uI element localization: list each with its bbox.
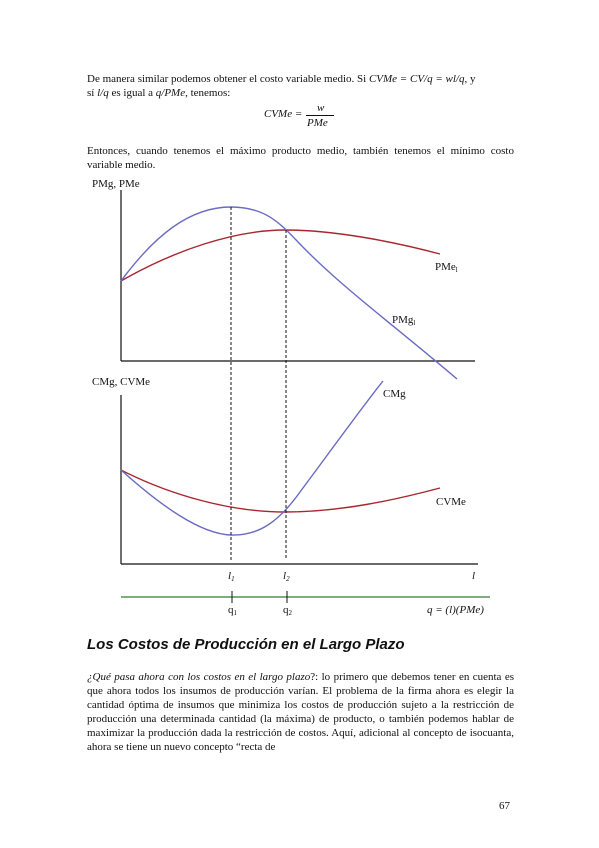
l1-label: l1	[228, 570, 235, 583]
q2-label: q2	[283, 604, 293, 617]
paragraph-long-run: ¿Qué pasa ahora con los costos en el lar…	[87, 670, 514, 754]
pme-label: PMel	[435, 261, 458, 274]
pmg-label: PMgl	[392, 314, 415, 327]
cvme-curve	[120, 469, 441, 513]
intro-text-2: , y	[464, 73, 476, 85]
q-over-pme: q/PMe	[155, 87, 186, 99]
fraction-bar	[306, 115, 334, 116]
page-number: 67	[499, 800, 510, 812]
paragraph-intro: De manera similar podemos obtener el cos…	[87, 72, 514, 100]
cvme-expression: CVMe = CV/q = wl/q	[368, 73, 465, 85]
intro-text-1: De manera similar podemos obtener el cos…	[87, 73, 369, 85]
bottom-y-label: CMg, CVMe	[92, 376, 150, 388]
section-heading: Los Costos de Producción en el Largo Pla…	[87, 636, 405, 653]
l-over-q: l/q	[97, 87, 109, 99]
pmg-curve	[120, 206, 458, 380]
intro-text-4: es igual a	[108, 87, 156, 99]
q1-label: q1	[228, 604, 238, 617]
intro-text-5: , tenemos:	[185, 87, 231, 99]
l2-label: l2	[283, 570, 290, 583]
cmg-curve	[120, 380, 384, 536]
intro-text-3: sí	[87, 87, 98, 99]
l-axis-label: l	[472, 570, 475, 582]
pme-curve	[120, 229, 441, 282]
q-equation-label: q = (l)(PMe)	[427, 604, 484, 616]
formula-denominator: PMe	[307, 117, 328, 129]
cvme-label: CVMe	[436, 496, 466, 508]
formula-lhs: CVMe =	[264, 108, 303, 120]
top-y-label: PMg, PMe	[92, 178, 140, 190]
long-run-question: ¿Qué pasa ahora con los costos en el lar…	[87, 671, 311, 683]
cmg-label: CMg	[383, 388, 406, 400]
long-run-text: ?: lo primero que debemos tener en cuent…	[87, 671, 514, 753]
formula-numerator: w	[317, 102, 325, 114]
paragraph-conclusion: Entonces, cuando tenemos el máximo produ…	[87, 145, 514, 171]
